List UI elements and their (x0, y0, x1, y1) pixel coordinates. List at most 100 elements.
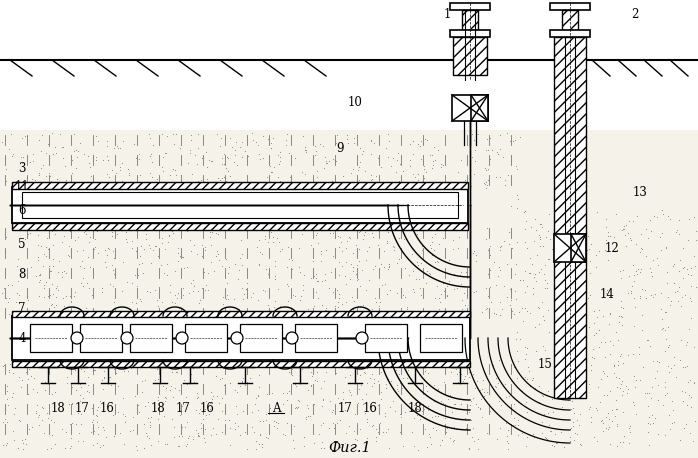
Point (112, 382, 124, 390)
Point (161, 261, 172, 268)
Point (570, 338, 581, 346)
Point (581, 246, 593, 254)
Point (7, 428, 18, 435)
Point (653, 262, 664, 269)
Point (629, 294, 640, 301)
Point (608, 362, 619, 369)
Point (224, 178, 235, 185)
Point (373, 303, 385, 310)
Point (600, 215, 611, 222)
Point (193, 360, 204, 367)
Point (240, 285, 251, 293)
Point (361, 256, 372, 264)
Point (289, 445, 300, 452)
Point (218, 150, 229, 158)
Point (37, 404, 48, 411)
Point (151, 363, 162, 370)
Point (586, 366, 597, 374)
Point (107, 411, 119, 419)
Point (27, 150, 38, 158)
Point (439, 287, 450, 294)
Bar (130, 324, 172, 352)
Point (319, 444, 330, 452)
Point (272, 424, 283, 431)
Point (164, 281, 175, 289)
Point (473, 436, 484, 443)
Point (436, 398, 447, 405)
Point (307, 257, 318, 264)
Point (491, 375, 502, 382)
Point (646, 412, 658, 419)
Point (90, 226, 101, 233)
Point (179, 184, 191, 191)
Point (142, 432, 153, 439)
Point (341, 429, 352, 436)
Point (521, 351, 532, 358)
Point (408, 442, 419, 450)
Point (517, 305, 528, 312)
Point (388, 247, 399, 254)
Point (310, 152, 321, 159)
Point (22, 230, 34, 237)
Bar (452, 95, 488, 121)
Point (649, 414, 660, 422)
Point (571, 383, 582, 391)
Point (80, 231, 91, 238)
Point (604, 350, 616, 358)
Point (57, 143, 68, 150)
Point (220, 221, 231, 228)
Point (359, 167, 371, 174)
Point (385, 286, 396, 294)
Point (205, 229, 216, 236)
Point (276, 245, 287, 253)
Point (591, 252, 602, 259)
Point (587, 345, 598, 352)
Point (327, 310, 338, 317)
Point (251, 221, 262, 228)
Point (429, 413, 440, 420)
Point (354, 227, 365, 234)
Point (160, 384, 171, 392)
Point (242, 445, 253, 452)
Point (216, 262, 228, 269)
Point (62, 380, 73, 387)
Point (402, 366, 413, 374)
Point (242, 184, 253, 191)
Bar (12, 361, 470, 367)
Point (546, 395, 557, 403)
Bar (554, 37, 586, 398)
Point (117, 226, 128, 234)
Point (286, 179, 297, 186)
Point (320, 276, 331, 283)
Point (584, 245, 595, 252)
Point (274, 177, 285, 185)
Point (281, 130, 292, 137)
Point (607, 341, 618, 348)
Point (301, 149, 312, 156)
Point (506, 296, 517, 304)
Point (549, 342, 560, 349)
Point (399, 408, 410, 415)
Point (351, 261, 362, 268)
Point (533, 268, 544, 275)
Point (603, 232, 614, 240)
Point (145, 259, 156, 267)
Point (461, 179, 473, 186)
Bar (0, 130, 698, 458)
Point (416, 242, 427, 250)
Point (3, 368, 15, 376)
Point (315, 184, 326, 191)
Point (356, 395, 367, 402)
Point (544, 211, 555, 218)
Point (188, 364, 199, 371)
Point (251, 446, 262, 453)
Point (469, 147, 480, 154)
Point (366, 177, 377, 184)
Point (525, 254, 536, 262)
Point (253, 441, 265, 448)
Point (341, 280, 352, 287)
Point (431, 257, 442, 265)
Point (358, 232, 369, 239)
Point (3, 294, 15, 302)
Point (195, 425, 207, 432)
